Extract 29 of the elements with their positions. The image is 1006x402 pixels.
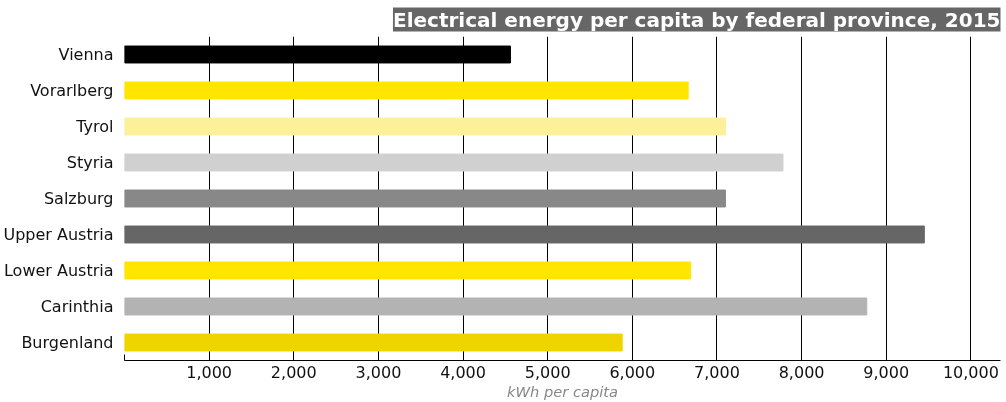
x-tick-label: 6,000	[609, 362, 656, 382]
y-tick-label: Salzburg	[43, 189, 114, 208]
bar	[124, 189, 726, 208]
x-axis-title: kWh per capita	[506, 382, 619, 400]
y-tick-label: Lower Austria	[3, 261, 114, 280]
bar	[124, 333, 623, 352]
y-tick-label: Vienna	[58, 45, 114, 64]
y-tick-label: Styria	[66, 153, 114, 172]
y-tick-label: Vorarlberg	[30, 81, 114, 100]
x-tick-label: 1,000	[186, 362, 233, 382]
x-tick-label: 7,000	[694, 362, 740, 382]
bar	[124, 153, 784, 172]
bar	[124, 117, 726, 136]
x-tick-label: 5,000	[524, 362, 571, 382]
bar	[124, 81, 689, 100]
y-tick-label: Tyrol	[75, 117, 114, 136]
x-tick-label: 3,000	[355, 362, 402, 382]
bar	[124, 225, 925, 244]
x-tick-label: 2,000	[270, 362, 317, 382]
bar	[124, 261, 692, 280]
x-tick-label: 8,000	[778, 362, 825, 382]
x-tick-label: 9,000	[863, 362, 910, 382]
x-tick-label: 10,000	[942, 362, 999, 382]
y-tick-label: Burgenland	[21, 333, 114, 352]
x-tick-label: 4,000	[440, 362, 486, 382]
y-tick-label: Upper Austria	[3, 225, 114, 244]
chart-title: Electrical energy per capita by federal province, 2015	[392, 7, 1001, 32]
y-tick-label: Carinthia	[40, 297, 114, 316]
bar	[124, 297, 868, 316]
